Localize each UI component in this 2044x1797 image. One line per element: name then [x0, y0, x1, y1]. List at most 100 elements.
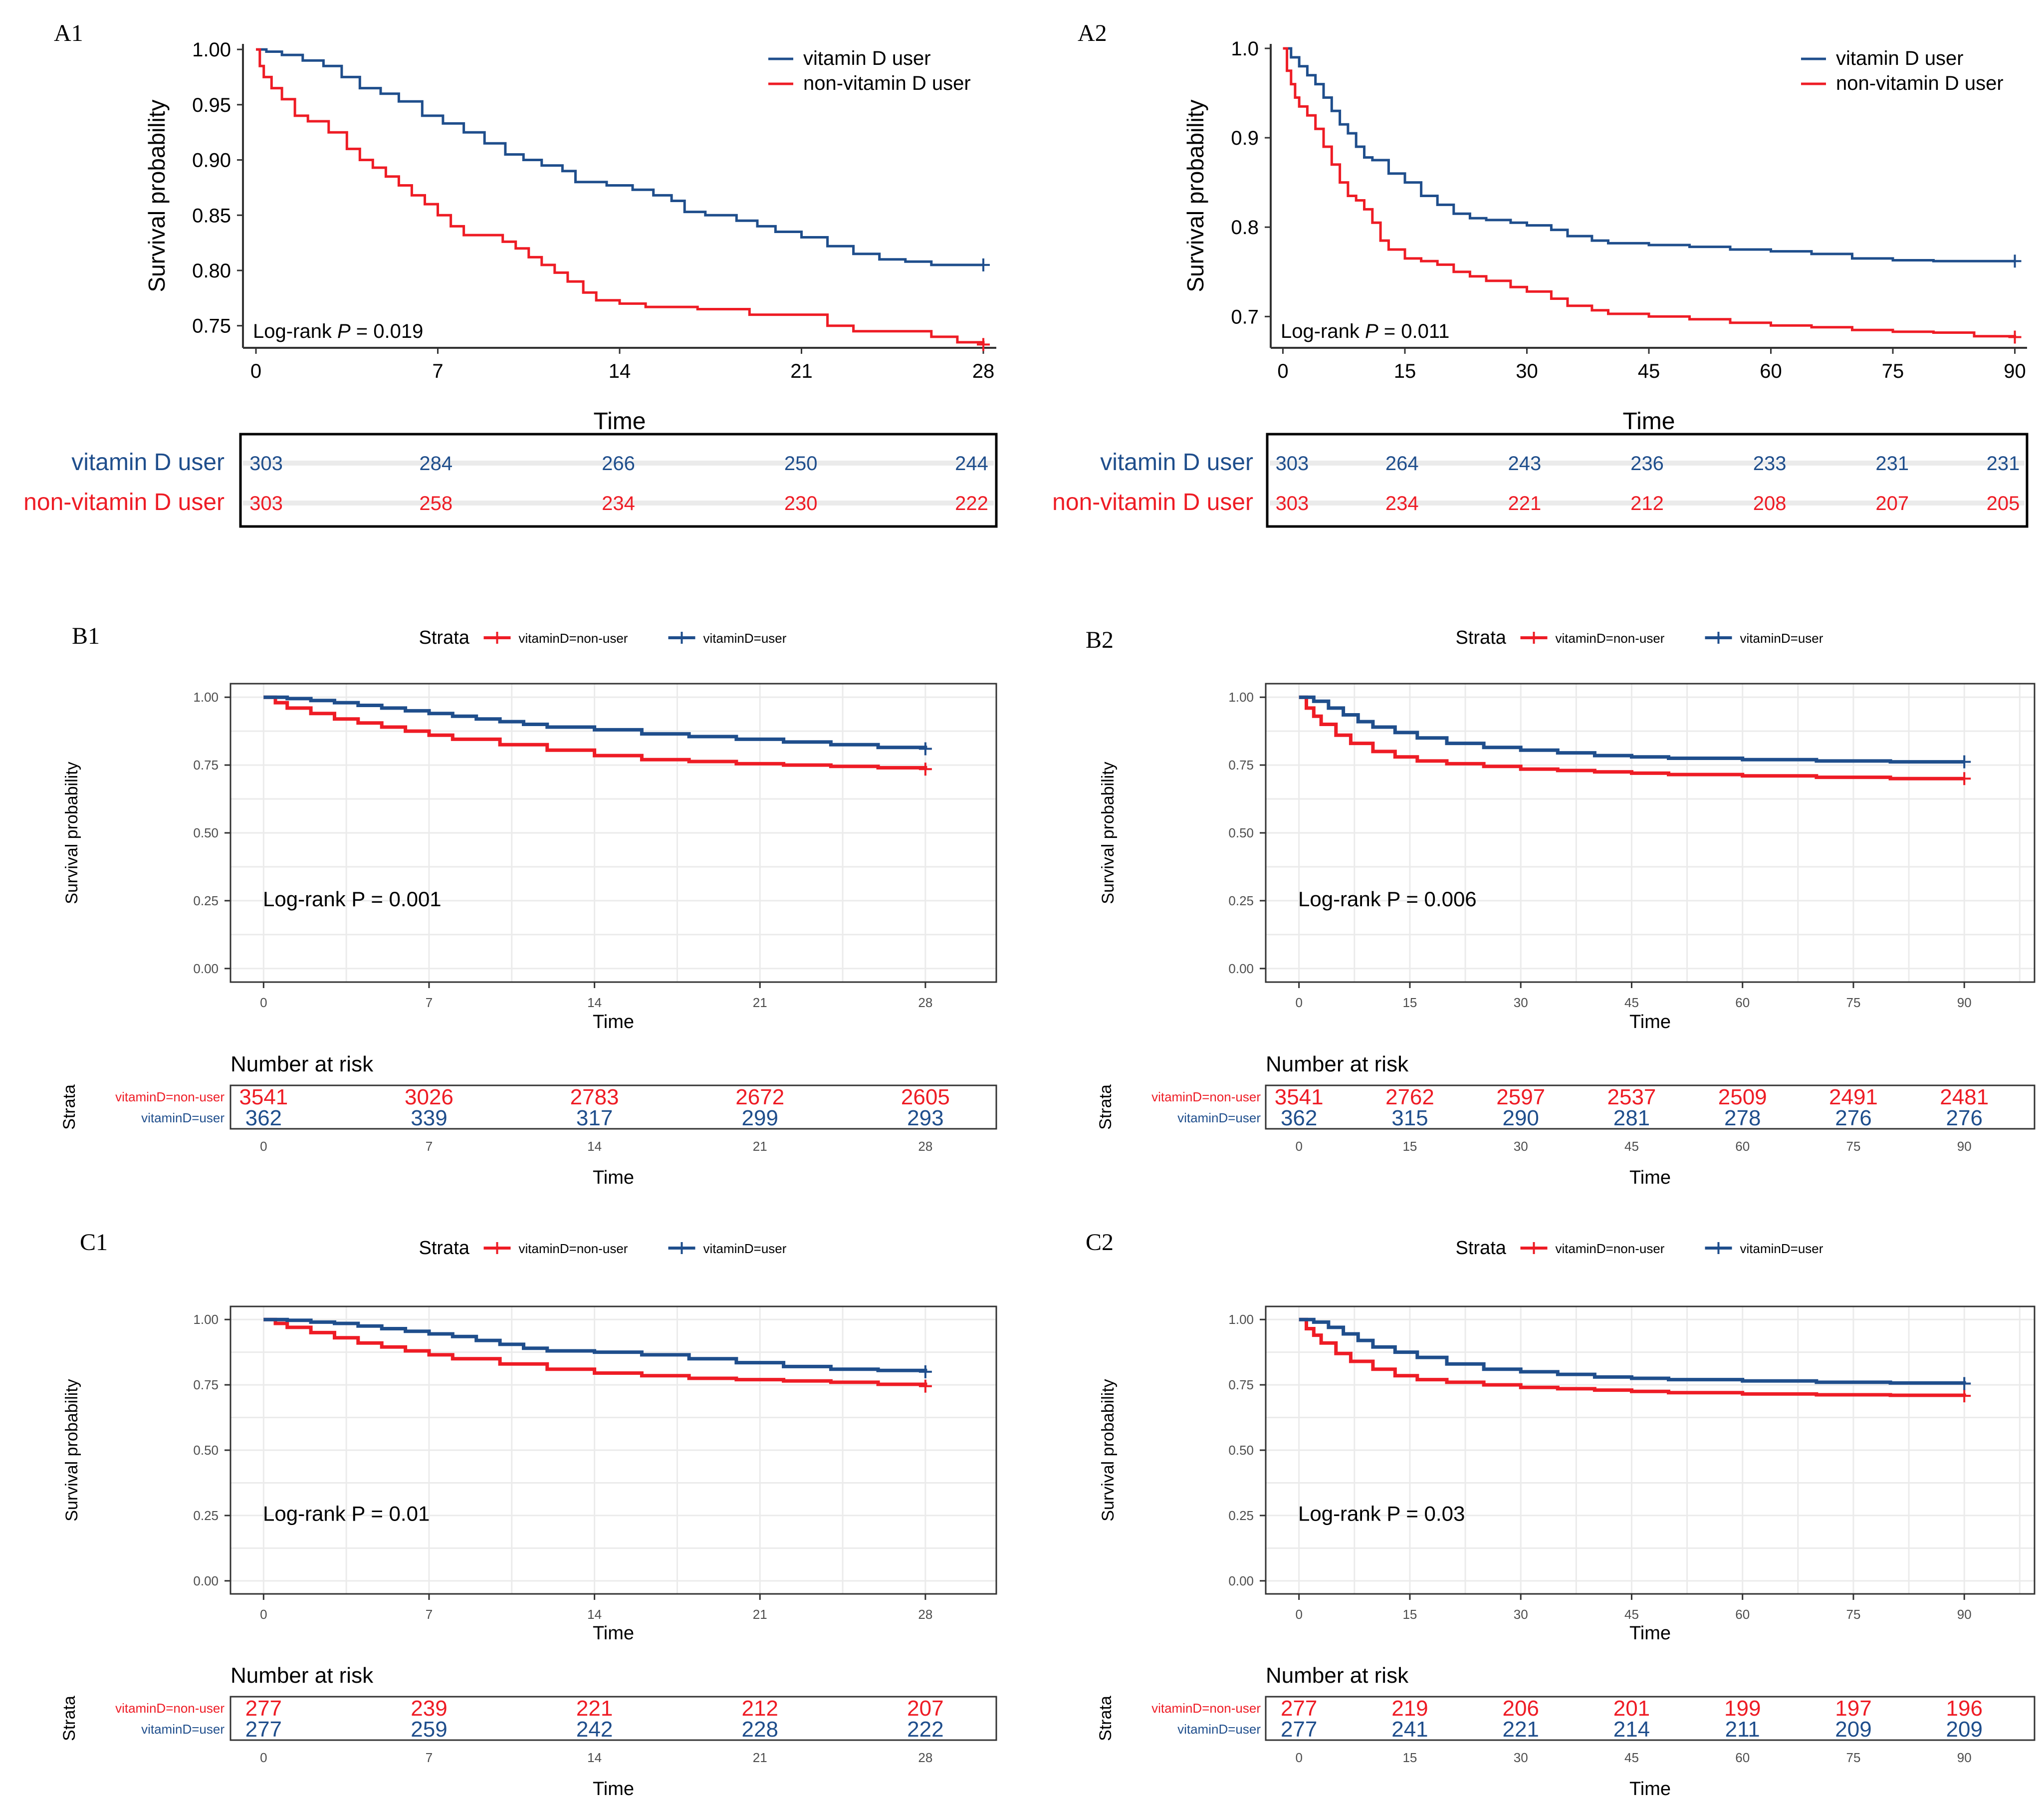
chart-panel-C1: C1 0 7 14 21 28 0.00 0.25 0.50 0.75 1.00 Time Surviv… [60, 1229, 997, 1797]
y-tick-label: 0.50 [1228, 825, 1254, 840]
risk-value-nonuser: 2672 [735, 1085, 784, 1109]
y-tick-label: 0.25 [1228, 1508, 1254, 1523]
y-tick-label: 1.00 [192, 39, 231, 61]
risk-value-nonuser: 234 [602, 493, 635, 514]
x-axis-title: Time [593, 1012, 634, 1032]
risk-x-axis-title: Time [1629, 1779, 1671, 1797]
risk-x-axis-title: Time [593, 1167, 634, 1188]
x-tick-label: 75 [1882, 360, 1904, 382]
risk-x-tick-label: 45 [1624, 1139, 1639, 1154]
censor-mark-user [1958, 755, 1971, 769]
risk-row-label-user: vitamin D user [71, 449, 225, 476]
km-curve-user [263, 695, 927, 750]
risk-value-user: 339 [411, 1106, 447, 1130]
risk-x-tick-label: 7 [426, 1139, 433, 1154]
y-tick-label: 0.25 [193, 1508, 219, 1523]
x-tick-label: 60 [1760, 360, 1782, 382]
risk-value-nonuser: 3026 [405, 1085, 454, 1109]
risk-x-tick-label: 7 [426, 1750, 433, 1765]
y-tick-label: 0.75 [1228, 1377, 1254, 1392]
risk-row-label-user: vitaminD=user [1177, 1722, 1261, 1737]
x-tick-label: 45 [1638, 360, 1660, 382]
y-tick-label: 0.00 [193, 1573, 219, 1588]
x-tick-label: 0 [1295, 1607, 1302, 1622]
y-tick-label: 0.25 [1228, 893, 1254, 908]
risk-value-user: 281 [1613, 1106, 1650, 1130]
risk-row-label-nonuser: vitaminD=non-user [1151, 1701, 1261, 1716]
risk-value-user: 277 [1281, 1717, 1317, 1742]
censor-mark-nonuser [2008, 330, 2022, 344]
x-tick-label: 7 [426, 1607, 433, 1622]
risk-table-border [1266, 433, 2029, 528]
panel-label: C1 [80, 1229, 108, 1256]
legend-label-nonuser: vitaminD=non-user [1556, 1241, 1665, 1256]
x-tick-label: 90 [1957, 995, 1972, 1010]
risk-value-nonuser: 3541 [1275, 1085, 1324, 1109]
risk-x-tick-label: 60 [1735, 1750, 1750, 1765]
risk-value-user: 277 [245, 1717, 282, 1742]
risk-value-nonuser: 208 [1753, 493, 1787, 514]
risk-value-nonuser: 221 [1508, 493, 1541, 514]
risk-value-nonuser: 2537 [1607, 1085, 1656, 1109]
x-axis-title: Time [1629, 1623, 1671, 1644]
risk-table-border [229, 1084, 997, 1130]
pvalue-annotation: Log-rank P = 0.01 [263, 1502, 430, 1525]
risk-x-tick-label: 90 [1957, 1139, 1972, 1154]
x-tick-label: 14 [609, 360, 631, 382]
risk-x-tick-label: 14 [587, 1139, 602, 1154]
risk-value-nonuser: 239 [411, 1696, 447, 1721]
risk-value-user: 278 [1724, 1106, 1761, 1130]
y-tick-label: 0.75 [193, 758, 219, 772]
risk-row-label-nonuser: vitaminD=non-user [115, 1089, 225, 1104]
risk-value-user: 293 [907, 1106, 943, 1130]
censor-mark-user [976, 258, 990, 271]
legend-label-nonuser: vitaminD=non-user [519, 631, 628, 646]
chart-panel-B1: B1 0 7 14 21 28 0.00 0.25 0.50 0.75 1.00 Time Surviv… [60, 623, 997, 1188]
y-tick-label: 1.00 [193, 1312, 219, 1327]
risk-value-nonuser: 2481 [1940, 1085, 1989, 1109]
km-curve-nonuser [1299, 1317, 1966, 1397]
risk-value-user: 315 [1391, 1106, 1428, 1130]
risk-value-nonuser: 221 [576, 1696, 613, 1721]
risk-row-label-nonuser: vitaminD=non-user [1151, 1089, 1261, 1104]
pvalue-annotation: Log-rank P = 0.019 [253, 320, 423, 342]
risk-x-tick-label: 75 [1846, 1750, 1861, 1765]
risk-value-nonuser: 207 [1875, 493, 1909, 514]
legend-label-user: vitaminD=user [703, 1241, 787, 1256]
risk-value-user: 362 [1281, 1106, 1317, 1130]
km-curve-nonuser [263, 695, 927, 770]
risk-value-user: 284 [419, 453, 453, 475]
y-tick-label: 0.90 [192, 150, 231, 172]
risk-value-nonuser: 2491 [1829, 1085, 1878, 1109]
risk-value-user: 233 [1753, 453, 1787, 475]
risk-value-nonuser: 197 [1835, 1696, 1871, 1721]
risk-value-user: 264 [1385, 453, 1419, 475]
y-tick-label: 1.00 [193, 690, 219, 705]
legend-label-user: vitamin D user [1836, 47, 1964, 69]
y-tick-label: 0.50 [193, 1443, 219, 1458]
risk-value-user: 303 [249, 453, 283, 475]
chart-panel-A2: A2 0 15 30 45 60 75 90 0.7 0.8 0.9 1.0 Time Survival … [1052, 20, 2029, 528]
risk-value-nonuser: 206 [1502, 1696, 1539, 1721]
y-tick-label: 0.8 [1231, 217, 1259, 239]
panel-label: B2 [1086, 627, 1114, 653]
x-tick-label: 14 [587, 1607, 602, 1622]
x-tick-label: 30 [1516, 360, 1538, 382]
legend-label-nonuser: vitaminD=non-user [519, 1241, 628, 1256]
x-axis-title: Time [1623, 408, 1675, 435]
y-tick-label: 0.50 [193, 825, 219, 840]
risk-x-tick-label: 0 [260, 1139, 267, 1154]
risk-row-label-user: vitaminD=user [1177, 1110, 1261, 1125]
x-tick-label: 21 [753, 995, 767, 1010]
pvalue-annotation: Log-rank P = 0.03 [1298, 1502, 1465, 1525]
x-tick-label: 15 [1402, 1607, 1417, 1622]
risk-table-title: Number at risk [230, 1663, 374, 1688]
risk-value-user: 243 [1508, 453, 1541, 475]
risk-value-user: 303 [1276, 453, 1309, 475]
risk-row-label-nonuser: non-vitamin D user [1052, 489, 1253, 515]
risk-x-tick-label: 28 [918, 1139, 932, 1154]
km-curve-user [1299, 1317, 1966, 1385]
risk-x-tick-label: 0 [1295, 1750, 1302, 1765]
